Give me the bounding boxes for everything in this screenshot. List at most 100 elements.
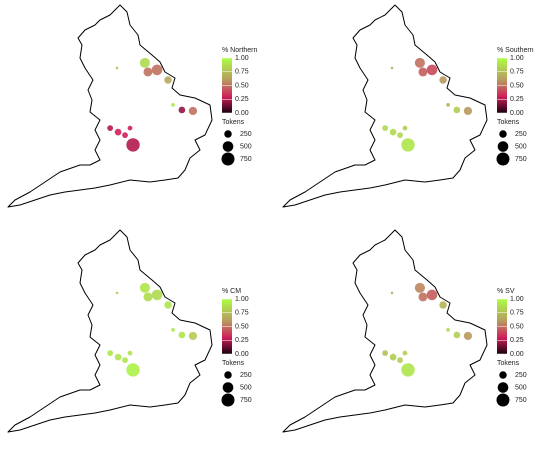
legend-title: % Northern <box>222 47 258 54</box>
bubble <box>414 282 425 293</box>
size-key <box>222 382 234 393</box>
bubble <box>178 331 186 339</box>
bubble <box>389 128 397 136</box>
size-label: 500 <box>240 384 252 391</box>
size-label: 750 <box>240 397 252 404</box>
bubble <box>463 106 473 116</box>
bubble <box>439 76 447 84</box>
size-key <box>224 130 232 138</box>
colorbar-label: 1.00 <box>235 55 249 62</box>
colorbar-label: 1.00 <box>510 55 524 62</box>
bubble <box>414 57 425 68</box>
bubble <box>114 353 122 361</box>
bubble <box>127 125 133 131</box>
bubble <box>151 64 163 76</box>
bubble <box>143 67 153 77</box>
colorbar-label: 1.00 <box>510 296 524 303</box>
colorbar-label: 0.00 <box>510 351 524 358</box>
bubble <box>397 132 403 139</box>
bubble <box>188 106 198 116</box>
colorbar-label: 0.75 <box>510 310 524 317</box>
bubble <box>171 103 175 107</box>
legend-title: % CM <box>222 288 241 295</box>
size-key <box>221 393 235 407</box>
bubble <box>453 331 461 339</box>
colorbar-label: 0.50 <box>510 323 524 330</box>
bubble <box>188 331 198 341</box>
bubble <box>107 350 114 357</box>
colorbar-label: 0.75 <box>510 69 524 76</box>
bubble <box>401 138 415 152</box>
size-key <box>499 371 507 379</box>
map-panel: % SV 0.00 0.25 0.50 0.75 1.00 Tokens 250 500 750 <box>282 229 527 433</box>
colorbar-label: 0.00 <box>235 351 249 358</box>
bubble <box>402 350 408 356</box>
map-outline <box>282 229 488 433</box>
bubble <box>164 76 172 84</box>
colorbar-label: 1.00 <box>235 296 249 303</box>
map-panel: % CM 0.00 0.25 0.50 0.75 1.00 Tokens 250 500 750 <box>7 229 252 433</box>
bubble <box>401 363 415 377</box>
bubble <box>122 357 128 364</box>
colorbar-label: 0.25 <box>510 337 524 344</box>
bubble <box>139 282 150 293</box>
bubble <box>382 350 389 357</box>
bubble <box>122 132 128 139</box>
colorbar-label: 0.00 <box>235 110 249 117</box>
size-key <box>222 141 234 152</box>
size-label: 750 <box>240 156 252 163</box>
bubble <box>126 138 140 152</box>
bubble <box>418 292 428 302</box>
bubble <box>402 125 408 131</box>
size-key <box>497 382 509 393</box>
size-key <box>499 130 507 138</box>
size-label: 500 <box>515 143 527 150</box>
map-outline <box>282 4 488 208</box>
bubble <box>178 106 186 114</box>
bubble <box>143 292 153 302</box>
colorbar-label: 0.75 <box>235 310 249 317</box>
colorbar-label: 0.50 <box>510 82 524 89</box>
size-key <box>221 152 235 166</box>
bubble <box>418 67 428 77</box>
map-panel: % Southern 0.00 0.25 0.50 0.75 1.00 Tokens 250 5… <box>282 4 534 208</box>
legend-title: % Southern <box>497 47 534 54</box>
bubble <box>389 353 397 361</box>
size-title: Tokens <box>497 360 520 367</box>
bubble <box>107 125 114 132</box>
bubble <box>151 289 163 301</box>
bubble <box>446 103 450 107</box>
size-label: 250 <box>240 131 252 138</box>
bubble <box>382 125 389 132</box>
map-outline <box>7 4 213 208</box>
size-key <box>496 393 510 407</box>
colorbar-label: 0.25 <box>235 337 249 344</box>
bubble <box>390 66 394 70</box>
size-title: Tokens <box>222 360 245 367</box>
bubble <box>115 291 119 295</box>
bubble <box>426 289 438 301</box>
bubble <box>463 331 473 341</box>
bubble <box>114 128 122 136</box>
colorbar-label: 0.25 <box>510 96 524 103</box>
size-key <box>224 371 232 379</box>
bubble <box>171 328 175 332</box>
bubble <box>439 301 447 309</box>
size-title: Tokens <box>222 119 245 126</box>
map-panel: % Northern 0.00 0.25 0.50 0.75 1.00 Tokens 250 5… <box>7 4 258 208</box>
size-label: 250 <box>515 131 527 138</box>
size-label: 250 <box>515 372 527 379</box>
bubble <box>127 350 133 356</box>
colorbar-label: 0.75 <box>235 69 249 76</box>
bubble <box>453 106 461 114</box>
bubble <box>139 57 150 68</box>
size-key <box>496 152 510 166</box>
size-key <box>497 141 509 152</box>
legend-title: % SV <box>497 288 515 295</box>
bubble <box>126 363 140 377</box>
bubble <box>164 301 172 309</box>
size-title: Tokens <box>497 119 520 126</box>
size-label: 750 <box>515 156 527 163</box>
colorbar-label: 0.00 <box>510 110 524 117</box>
